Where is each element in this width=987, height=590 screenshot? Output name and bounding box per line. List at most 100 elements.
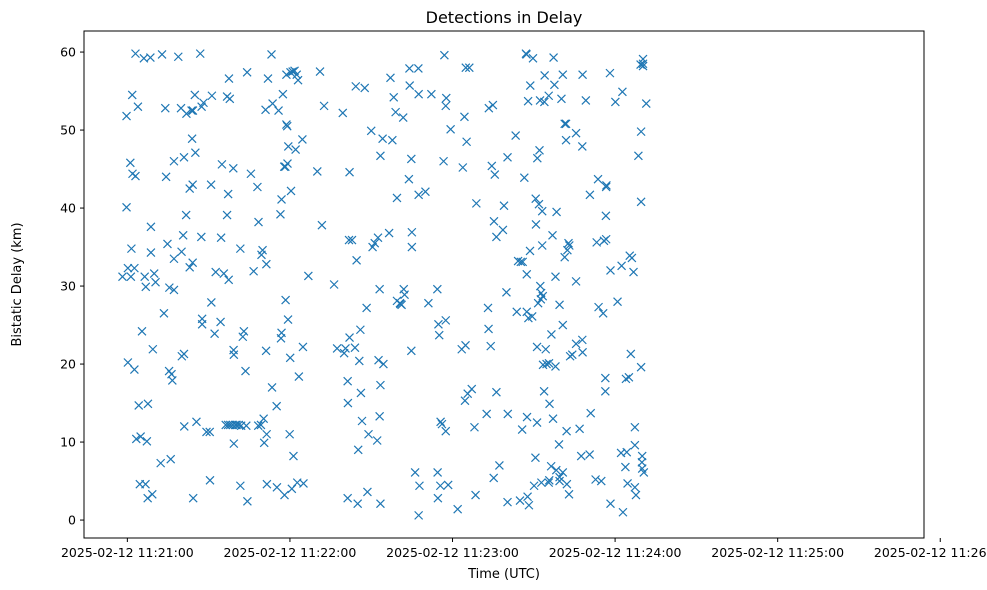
data-point <box>620 462 630 472</box>
data-point <box>512 307 522 317</box>
data-point <box>259 438 269 448</box>
data-point <box>602 181 611 190</box>
data-point <box>631 490 641 500</box>
data-point <box>185 184 195 193</box>
data-point <box>439 156 448 166</box>
data-point <box>229 439 239 449</box>
data-point <box>181 210 191 220</box>
x-tick-label: 2025-02-12 11:26:00 <box>874 545 987 560</box>
data-point <box>561 119 571 129</box>
data-point <box>389 92 399 102</box>
data-point <box>544 358 554 368</box>
data-point <box>343 398 353 408</box>
data-point <box>420 187 430 197</box>
data-point <box>585 450 595 459</box>
data-point <box>276 209 285 219</box>
data-point <box>489 216 499 226</box>
data-point <box>435 481 445 491</box>
data-point <box>332 344 342 353</box>
data-point <box>167 376 177 385</box>
data-point <box>636 60 645 69</box>
data-point <box>433 493 443 503</box>
data-point <box>564 489 574 499</box>
data-point <box>629 267 638 277</box>
data-point <box>143 399 153 409</box>
data-point <box>262 479 272 489</box>
data-point <box>146 248 156 257</box>
data-point <box>437 419 447 429</box>
data-point <box>378 359 388 369</box>
data-point <box>488 100 498 110</box>
y-axis-ticks: 0 10 20 30 40 50 60 <box>60 45 84 528</box>
data-point <box>529 481 539 491</box>
data-point <box>142 436 152 446</box>
data-point <box>630 482 640 492</box>
data-point <box>285 353 295 363</box>
data-point <box>436 417 446 427</box>
data-point <box>627 253 637 263</box>
data-point <box>169 156 179 166</box>
data-point <box>577 335 587 345</box>
data-point <box>470 422 479 432</box>
data-point <box>414 510 424 520</box>
data-point <box>571 276 581 286</box>
data-point <box>118 272 127 282</box>
data-point <box>137 326 147 336</box>
data-point <box>538 291 548 301</box>
data-point <box>252 182 262 192</box>
data-point <box>370 238 380 248</box>
data-point <box>357 416 367 426</box>
data-point <box>129 263 139 273</box>
data-point <box>397 300 406 310</box>
data-point <box>537 206 547 216</box>
data-point <box>596 476 606 486</box>
data-point <box>471 198 481 208</box>
data-point <box>633 151 643 161</box>
data-point <box>256 420 266 430</box>
data-point <box>129 365 139 374</box>
x-tick-label: 2025-02-12 11:22:00 <box>224 545 357 560</box>
data-point <box>126 244 136 254</box>
data-point <box>467 384 477 394</box>
data-point <box>351 81 361 91</box>
data-point <box>410 468 420 477</box>
data-point <box>460 396 470 406</box>
data-point <box>414 89 424 99</box>
data-point <box>575 424 585 434</box>
data-point <box>375 411 385 421</box>
y-tick-label: 10 <box>60 435 76 450</box>
data-point <box>187 134 197 144</box>
data-point <box>122 111 131 121</box>
data-point <box>179 349 189 359</box>
data-point <box>534 199 544 209</box>
data-point <box>192 417 201 427</box>
data-point <box>613 297 622 307</box>
data-point <box>156 458 166 468</box>
data-point <box>557 94 566 104</box>
data-point <box>593 174 603 184</box>
data-point <box>458 163 468 172</box>
data-point <box>157 49 167 59</box>
data-point <box>131 434 141 444</box>
data-point <box>636 362 646 372</box>
data-point <box>277 195 286 204</box>
data-point <box>354 356 364 366</box>
data-point <box>560 119 570 129</box>
data-point <box>407 242 417 252</box>
data-point <box>164 283 174 293</box>
data-point <box>281 295 291 305</box>
data-point <box>299 478 308 488</box>
data-point <box>601 211 611 221</box>
data-point <box>272 482 282 492</box>
data-point <box>551 361 560 371</box>
data-point <box>147 489 157 499</box>
data-point <box>491 387 501 397</box>
data-point <box>338 108 348 118</box>
data-point <box>261 259 271 269</box>
data-point <box>376 380 385 390</box>
data-point <box>545 399 554 409</box>
data-point <box>536 478 546 488</box>
data-point <box>453 504 463 514</box>
data-point <box>540 71 550 80</box>
data-point <box>600 373 610 383</box>
